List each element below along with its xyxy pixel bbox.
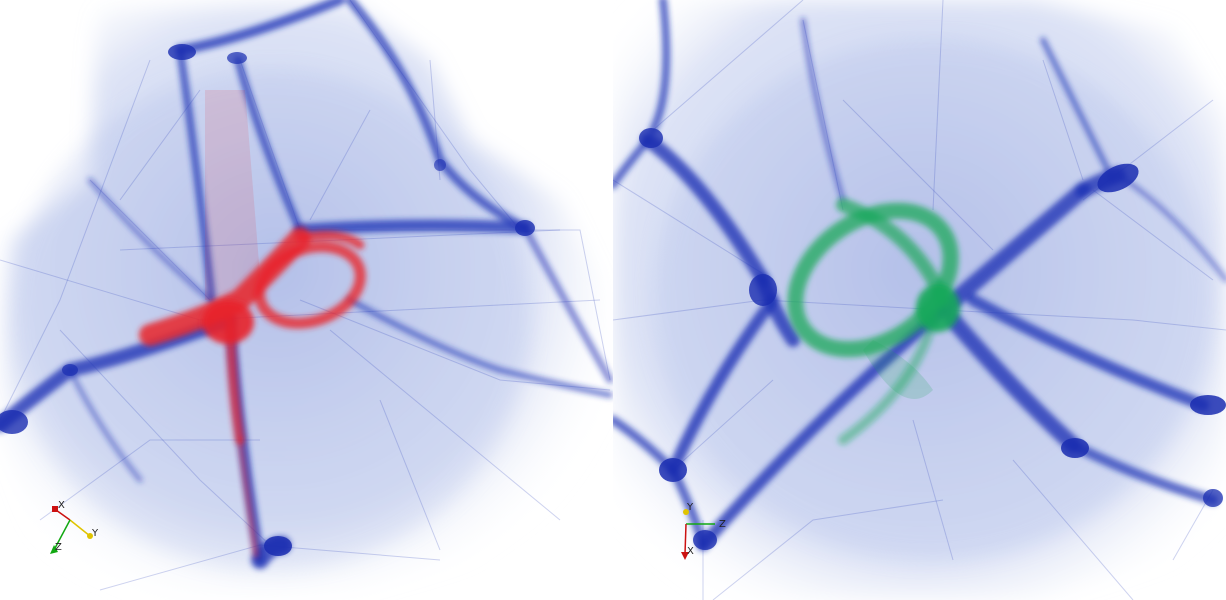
right-axis-x-line <box>684 523 687 555</box>
left-axis-z-label: Z <box>55 542 62 553</box>
left-halo-nodes <box>0 44 535 556</box>
right-axis-x-label: X <box>687 546 694 557</box>
left-axis-z-marker <box>50 545 58 554</box>
right-axis-y-marker <box>683 509 689 515</box>
left-axis-y-line <box>69 519 91 537</box>
left-axis-z-line <box>53 519 71 551</box>
left-panel-cosmic-web-render: X Y Z <box>0 0 613 600</box>
left-axis-y-marker <box>87 533 93 539</box>
right-axis-y-label: Y <box>686 502 694 513</box>
left-highlighted-structure <box>139 90 366 558</box>
right-highlighted-structure <box>787 198 960 445</box>
left-axis-x-line <box>55 509 71 521</box>
left-filament-network <box>0 0 613 600</box>
left-axis-x-label: X <box>58 500 65 511</box>
right-halo-nodes <box>639 128 1226 550</box>
right-axis-x-marker <box>681 552 689 560</box>
right-filament-network <box>613 0 1226 600</box>
right-axis-z-label: Z <box>719 519 726 530</box>
right-orientation-axes: Y Z X <box>675 500 745 568</box>
left-orientation-axes: X Y Z <box>40 498 110 566</box>
left-axis-y-label: Y <box>91 528 99 539</box>
right-panel-cosmic-web-render: Y Z X <box>613 0 1226 600</box>
left-axis-x-marker <box>52 506 58 512</box>
right-main-filaments <box>613 0 1226 551</box>
left-main-filaments <box>0 0 613 569</box>
